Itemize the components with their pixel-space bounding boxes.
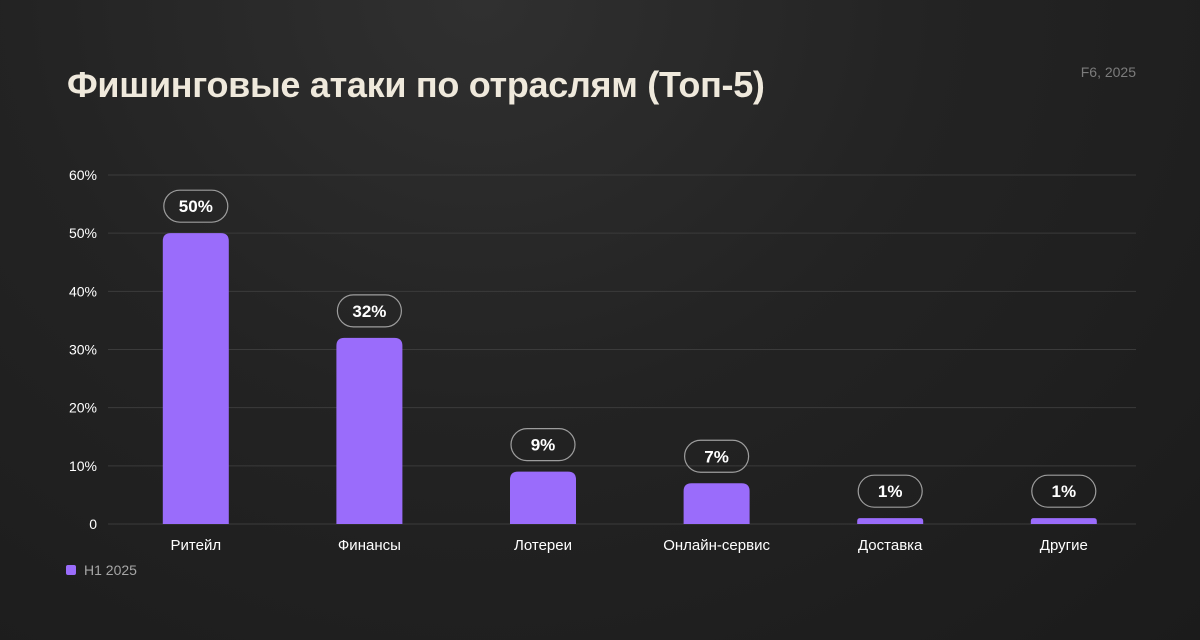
y-tick-label: 60% (69, 167, 97, 183)
value-label-pill (163, 189, 229, 223)
category-label: Онлайн-сервис (663, 537, 770, 554)
y-tick-label: 10% (69, 458, 97, 474)
y-tick-label: 30% (69, 342, 97, 358)
legend-swatch (66, 565, 76, 575)
category-label: Лотереи (514, 537, 572, 554)
category-label: Ритейл (171, 537, 222, 554)
value-label-pill (683, 439, 750, 473)
value-label-pill (1031, 474, 1097, 508)
value-label: 9% (531, 436, 556, 455)
value-label: 32% (352, 302, 386, 321)
bar (683, 483, 750, 524)
chart-title: Фишинговые атаки по отраслям (Топ-5) (67, 64, 765, 105)
category-label: Финансы (338, 537, 401, 554)
legend: H1 2025 (66, 562, 137, 578)
bar (857, 518, 924, 524)
value-label-pill (336, 294, 402, 328)
value-label: 1% (1052, 482, 1077, 501)
value-label: 1% (878, 482, 903, 501)
bar (162, 233, 229, 524)
y-tick-label: 40% (69, 283, 97, 299)
value-label: 7% (704, 447, 729, 466)
value-label-pill (510, 428, 576, 462)
category-label: Другие (1040, 537, 1088, 554)
y-tick-label: 20% (69, 400, 97, 416)
legend-label: H1 2025 (84, 562, 137, 578)
bar (510, 471, 576, 524)
y-tick-label: 50% (69, 225, 97, 241)
value-label: 50% (179, 197, 213, 216)
value-label-pill (857, 474, 923, 508)
bar (1030, 518, 1097, 524)
category-label: Доставка (858, 537, 923, 554)
y-tick-label: 0 (89, 516, 97, 532)
source-label: F6, 2025 (1080, 64, 1136, 80)
bar (336, 337, 403, 524)
